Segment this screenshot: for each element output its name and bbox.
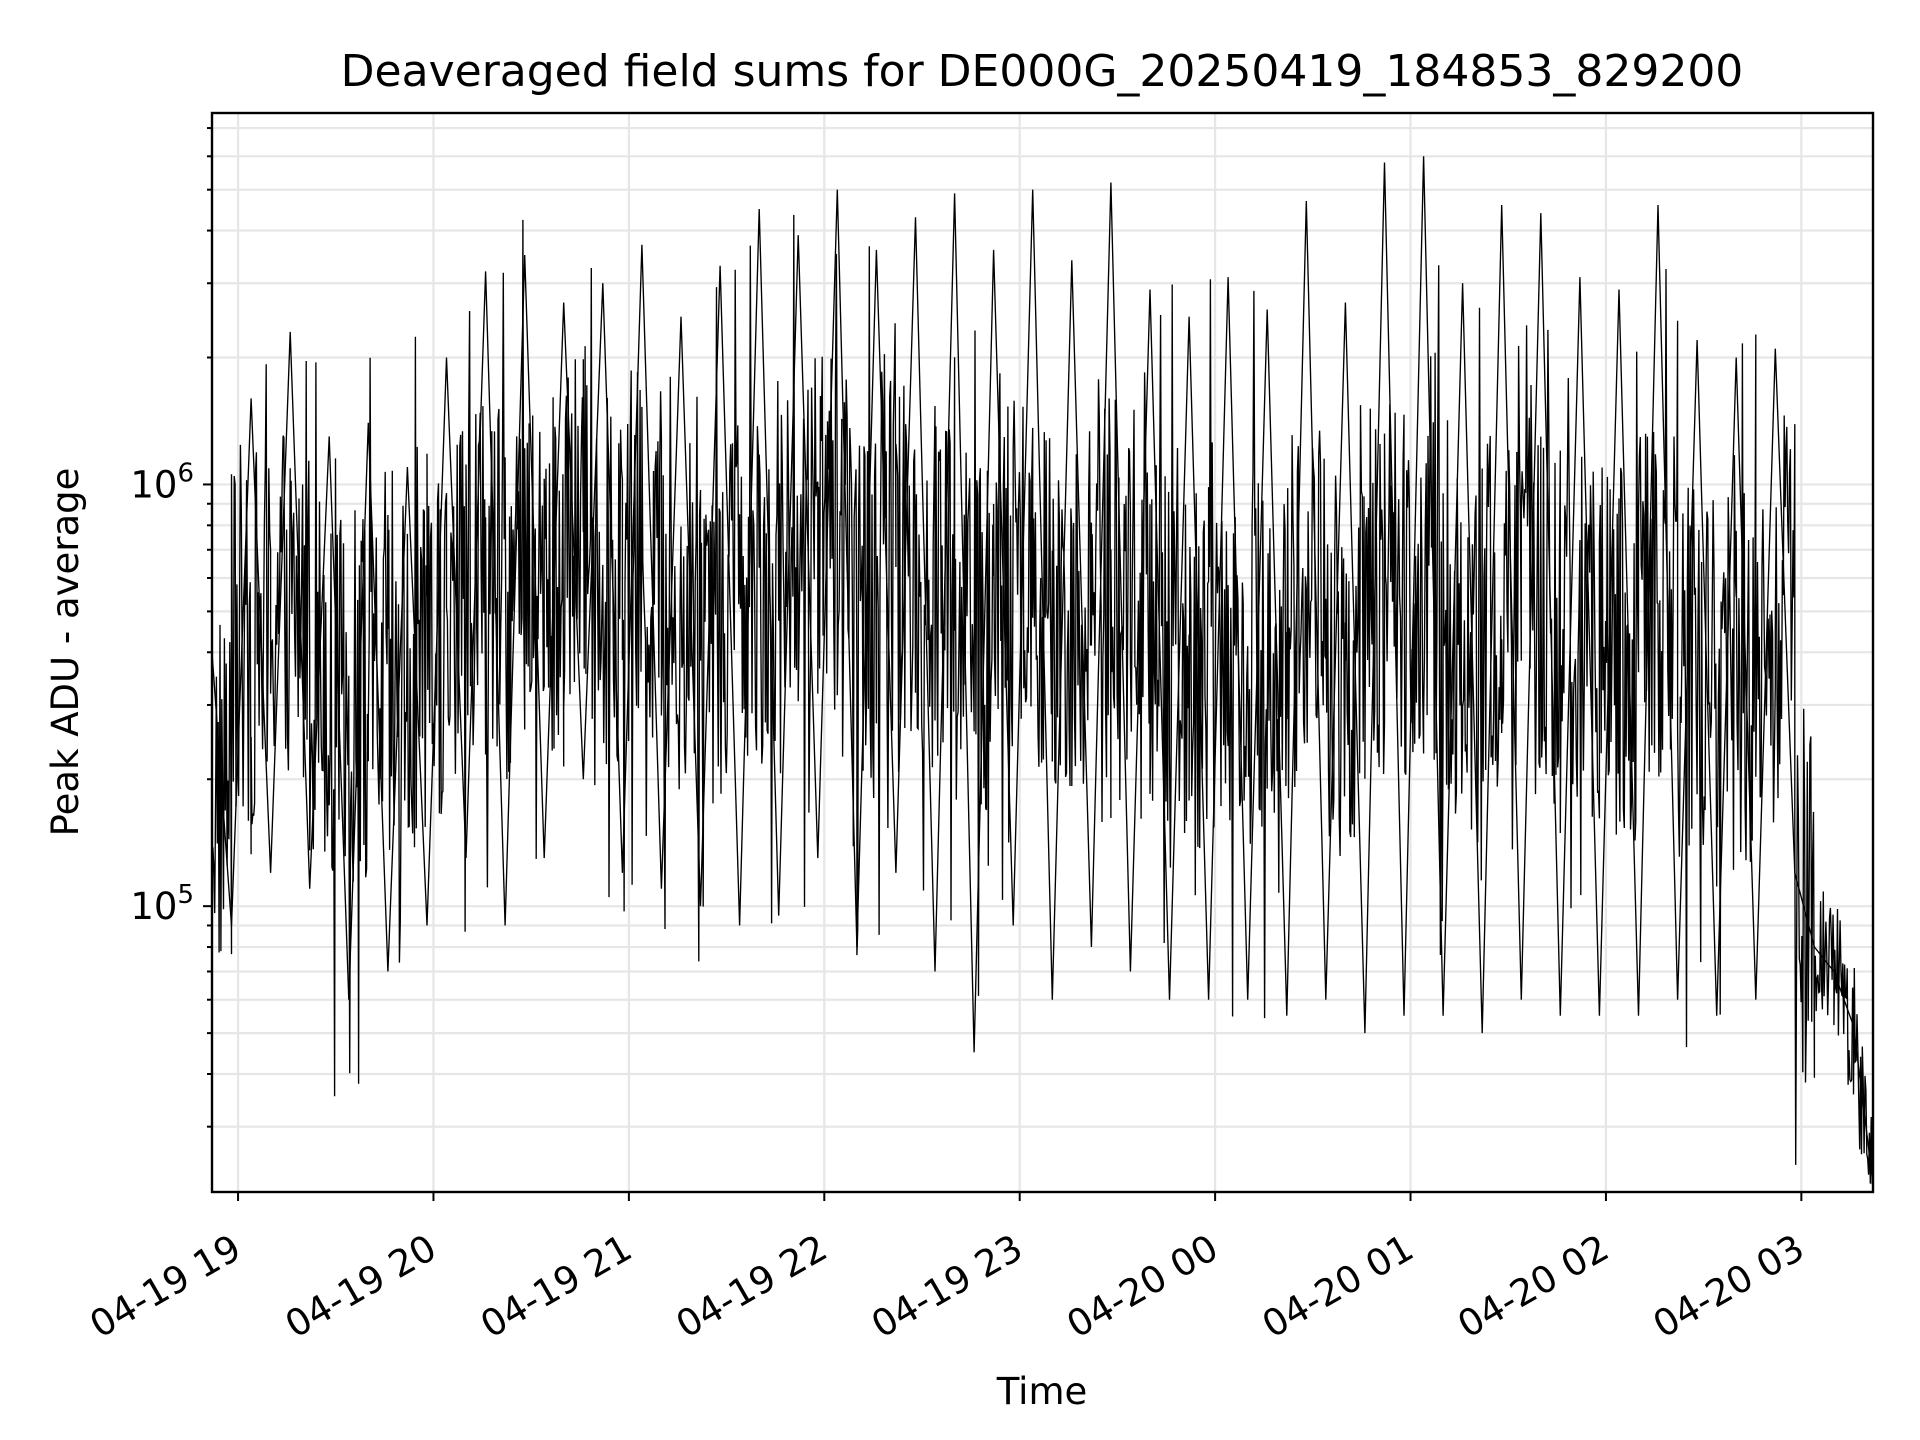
x-axis-label: Time <box>996 1370 1088 1413</box>
series-line-detail <box>211 214 1873 1185</box>
y-axis-label: Peak ADU - average <box>44 468 87 837</box>
y-axis: 105 106 <box>130 127 212 1128</box>
series-layer <box>211 156 1874 1185</box>
y-tick-label: 106 <box>130 458 194 506</box>
series-line <box>211 156 1874 1184</box>
chart-title: Deaveraged field sums for DE000G_2025041… <box>341 46 1744 97</box>
y-tick-label: 105 <box>130 880 194 928</box>
